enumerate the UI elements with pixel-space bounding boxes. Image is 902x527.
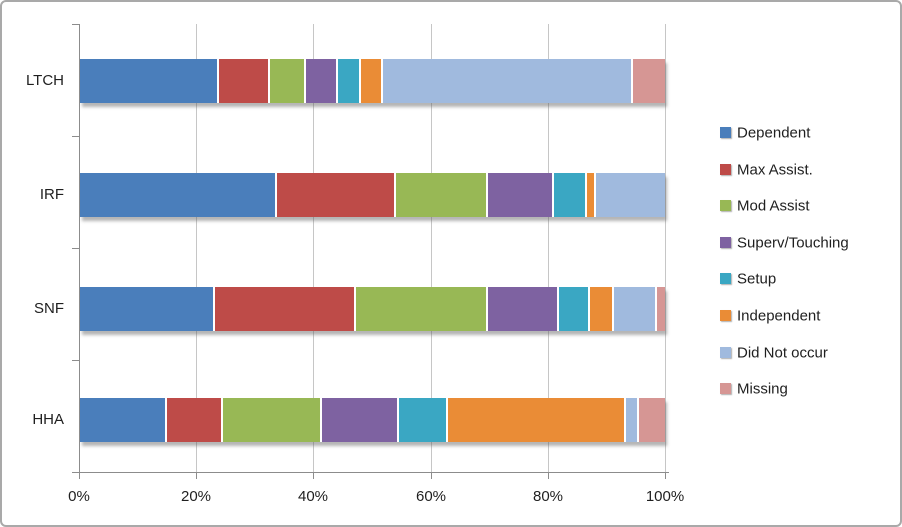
bar-segment-snf-missing	[656, 287, 665, 331]
bar-segment-irf-independent	[587, 173, 596, 217]
x-axis-label-40: 40%	[297, 488, 329, 505]
bar-segment-ltch-superv-touching	[306, 59, 338, 103]
bar-ltch	[80, 59, 665, 103]
legend-swatch-dependent-icon	[720, 127, 731, 138]
legend-swatch-did-not-occur-icon	[720, 346, 731, 358]
y-axis-tick	[72, 24, 79, 25]
legend-item-superv-touching: Superv/Touching	[720, 234, 849, 256]
category-label-snf: SNF	[34, 300, 64, 317]
bar-segment-hha-superv-touching	[321, 398, 399, 442]
category-label-hha: HHA	[32, 411, 64, 428]
legend-label-did-not-occur: Did Not occur	[737, 343, 828, 361]
bar-segment-irf-did-not-occur	[595, 173, 665, 217]
bar-segment-hha-missing	[639, 398, 665, 442]
gridline	[196, 24, 197, 472]
x-axis-tick	[431, 472, 432, 479]
legend-item-did-not-occur: Did Not occur	[720, 344, 828, 366]
bar-segment-ltch-did-not-occur	[382, 59, 634, 103]
bar-segment-ltch-independent	[360, 59, 383, 103]
x-axis-tick	[548, 472, 549, 479]
legend-label-mod-assist: Mod Assist	[737, 197, 810, 215]
legend-item-setup: Setup	[720, 270, 776, 292]
x-axis-label-20: 20%	[180, 488, 212, 505]
legend-label-setup: Setup	[737, 270, 777, 288]
category-label-ltch: LTCH	[25, 72, 64, 89]
legend-label-max-assist: Max Assist.	[737, 160, 813, 178]
bar-segment-ltch-missing	[633, 59, 665, 103]
gridline	[313, 24, 314, 472]
legend-swatch-mod-assist-icon	[720, 200, 731, 212]
bar-segment-hha-mod-assist	[222, 398, 322, 442]
gridline	[548, 24, 549, 472]
bar-irf	[80, 173, 665, 217]
gridline	[431, 24, 432, 472]
legend-item-independent: Independent	[720, 307, 820, 329]
bar-segment-snf-dependent	[80, 287, 215, 331]
x-axis-tick	[79, 472, 80, 479]
x-axis-tick	[665, 472, 666, 479]
x-axis-line	[72, 472, 669, 473]
bar-hha	[80, 398, 665, 442]
x-axis-tick	[196, 472, 197, 479]
x-axis-label-80: 80%	[532, 488, 564, 505]
legend-label-superv-touching: Superv/Touching	[737, 234, 849, 252]
bar-segment-snf-superv-touching	[487, 287, 559, 331]
bar-snf	[80, 287, 665, 331]
bar-segment-hha-setup	[398, 398, 448, 442]
legend-swatch-setup-icon	[720, 273, 731, 285]
bar-segment-snf-independent	[590, 287, 615, 331]
bar-segment-hha-dependent	[80, 398, 167, 442]
y-axis-tick	[72, 136, 79, 137]
category-label-irf: IRF	[39, 186, 64, 203]
legend-label-independent: Independent	[737, 307, 821, 325]
bar-segment-ltch-max-assist	[219, 59, 271, 103]
y-axis-line	[79, 24, 80, 472]
y-axis-tick	[72, 360, 79, 361]
bar-segment-ltch-setup	[337, 59, 361, 103]
bar-segment-irf-max-assist	[276, 173, 397, 217]
x-axis-label-60: 60%	[415, 488, 447, 505]
legend-swatch-superv-touching-icon	[720, 236, 731, 248]
gridline	[665, 24, 666, 472]
bar-segment-irf-mod-assist	[396, 173, 489, 217]
bar-segment-ltch-dependent	[80, 59, 220, 103]
bar-segment-irf-superv-touching	[488, 173, 554, 217]
x-axis-label-100: 100%	[645, 488, 685, 505]
legend-swatch-missing-icon	[720, 383, 731, 395]
legend-swatch-max-assist-icon	[720, 163, 731, 175]
bar-segment-snf-mod-assist	[356, 287, 488, 331]
bar-segment-snf-did-not-occur	[614, 287, 657, 331]
bar-segment-snf-max-assist	[214, 287, 357, 331]
y-axis-tick	[72, 248, 79, 249]
legend-label-dependent: Dependent	[737, 124, 811, 142]
x-axis-label-0: 0%	[68, 488, 90, 505]
bar-segment-hha-independent	[447, 398, 627, 442]
legend-item-missing: Missing	[720, 380, 788, 402]
legend-item-dependent: Dependent	[720, 124, 810, 146]
bar-segment-hha-did-not-occur	[626, 398, 640, 442]
bar-segment-hha-max-assist	[166, 398, 223, 442]
bar-segment-irf-dependent	[80, 173, 277, 217]
x-axis-tick	[313, 472, 314, 479]
legend-swatch-independent-icon	[720, 310, 731, 321]
legend-item-mod-assist: Mod Assist	[720, 197, 810, 219]
bar-segment-snf-setup	[558, 287, 591, 331]
bar-segment-irf-setup	[553, 173, 588, 217]
legend-label-missing: Missing	[737, 380, 788, 398]
legend-item-max-assist: Max Assist.	[720, 161, 813, 183]
bar-segment-ltch-mod-assist	[270, 59, 307, 103]
